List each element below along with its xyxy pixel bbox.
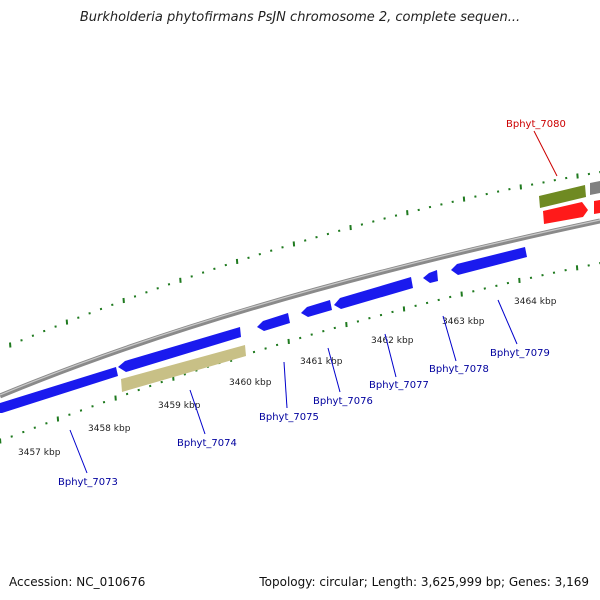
inner-tick-track [0, 262, 600, 444]
gene-labels: Bphyt_7073 Bphyt_7074 Bphyt_7075 Bphyt_7… [58, 119, 566, 488]
scale-label: 3462 kbp [371, 336, 414, 346]
feature-red-stub[interactable] [594, 200, 600, 214]
leader-bphyt-7077 [384, 333, 397, 378]
forward-strand-genes [0, 247, 527, 413]
scale-label: 3464 kbp [514, 297, 557, 307]
leader-bphyt-7080 [533, 130, 558, 177]
gene-arrow-bphyt-7074[interactable] [118, 327, 241, 372]
map-title: Burkholderia phytofirmans PsJN chromosom… [79, 10, 521, 25]
feature-khaki-bar[interactable] [121, 345, 246, 392]
leader-bphyt-7073 [69, 429, 88, 474]
scale-labels: 3457 kbp 3458 kbp 3459 kbp 3460 kbp 3461… [18, 297, 557, 458]
feature-olive-bar[interactable] [539, 185, 586, 208]
scale-label: 3463 kbp [442, 317, 485, 327]
gene-label-bphyt-7073[interactable]: Bphyt_7073 [58, 477, 118, 488]
gene-arrow-bphyt-7080[interactable] [543, 202, 588, 224]
accession-text: Accession: NC_010676 [9, 575, 146, 589]
genome-summary-text: Topology: circular; Length: 3,625,999 bp… [259, 575, 589, 589]
chromosome-backbone [0, 218, 600, 399]
gene-label-bphyt-7076[interactable]: Bphyt_7076 [313, 396, 373, 407]
gene-label-bphyt-7075[interactable]: Bphyt_7075 [259, 412, 319, 423]
scale-label: 3457 kbp [18, 448, 61, 458]
gene-arrow-bphyt-7075[interactable] [257, 313, 290, 331]
scale-label: 3461 kbp [300, 357, 343, 367]
gene-arrow-bphyt-7076[interactable] [301, 300, 332, 317]
feature-gray-bar[interactable] [590, 181, 600, 195]
gene-label-bphyt-7079[interactable]: Bphyt_7079 [490, 348, 550, 359]
scale-label: 3459 kbp [158, 401, 201, 411]
outer-tick-track [9, 171, 600, 348]
gene-arrow-bphyt-7073[interactable] [0, 367, 118, 413]
leader-bphyt-7076 [327, 347, 341, 393]
leader-bphyt-7075 [283, 361, 288, 409]
backbone-highlight [0, 219, 600, 396]
scale-label: 3460 kbp [229, 378, 272, 388]
scale-label: 3458 kbp [88, 424, 131, 434]
gene-label-bphyt-7080[interactable]: Bphyt_7080 [506, 119, 566, 130]
label-leaders [69, 130, 558, 474]
gene-arrow-bphyt-7079[interactable] [451, 247, 527, 275]
leader-bphyt-7079 [497, 299, 518, 345]
gene-label-bphyt-7078[interactable]: Bphyt_7078 [429, 364, 489, 375]
leader-bphyt-7078 [442, 315, 457, 362]
leader-bphyt-7074 [189, 389, 206, 435]
gene-label-bphyt-7077[interactable]: Bphyt_7077 [369, 380, 429, 391]
gene-label-bphyt-7074[interactable]: Bphyt_7074 [177, 438, 237, 449]
gene-arrow-bphyt-7078[interactable] [423, 270, 438, 283]
gene-arrow-bphyt-7077[interactable] [334, 277, 413, 309]
